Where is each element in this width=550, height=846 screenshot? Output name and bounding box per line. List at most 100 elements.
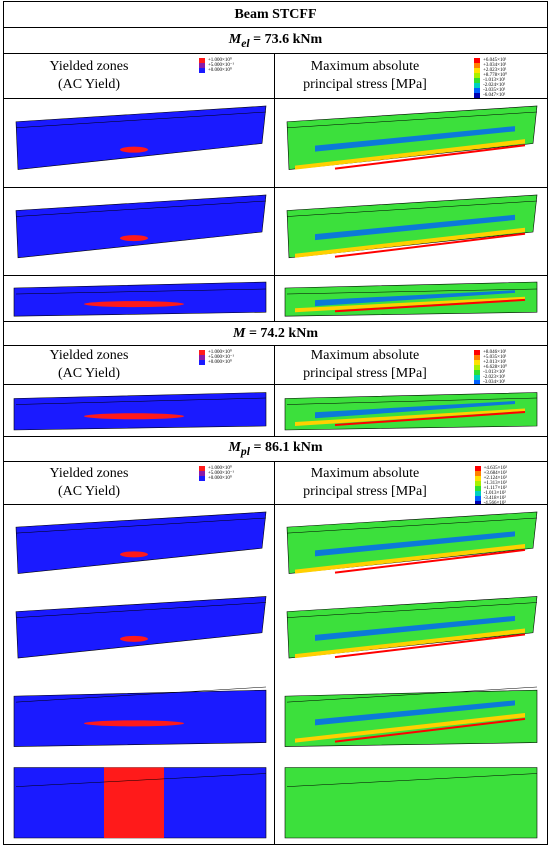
beam <box>286 105 538 170</box>
section-heading-row: Mel = 73.6 kNm <box>3 27 548 54</box>
beam <box>13 281 267 317</box>
legend-label: +1.000×10⁰ <box>207 58 232 63</box>
yield-zone <box>120 635 148 642</box>
legend: +4.635×10² +3.684×10² +2.124×10² +1.313×10²… <box>474 466 507 504</box>
yield-image <box>3 504 275 845</box>
edge <box>286 517 538 533</box>
legend-swatch <box>474 365 481 370</box>
legend-label: +1.117×10² <box>483 486 507 491</box>
legend-swatch <box>474 481 481 486</box>
column-header-row: Yielded zones (AC Yield) +1.000×10⁰ +5.000×… <box>3 53 548 99</box>
beam-body <box>15 595 267 658</box>
subscript-text: el <box>241 36 250 50</box>
moment-subscript: el <box>241 36 249 49</box>
header-line: (AC Yield) <box>57 366 121 381</box>
beam <box>15 194 267 258</box>
stress-band <box>315 125 515 152</box>
beam <box>15 595 267 658</box>
stress-band <box>295 138 525 170</box>
stress-image <box>274 384 548 437</box>
contour-plot <box>13 391 267 430</box>
legend-entry: +5.000×10⁻¹ <box>198 355 234 360</box>
header-text: Maximum absolute principal stress [MPa] <box>276 58 456 94</box>
stress-band <box>295 628 525 658</box>
table-title: Beam STCFF <box>3 1 548 28</box>
beam <box>13 686 267 747</box>
header-line: Yielded zones <box>49 348 129 363</box>
yield-zone <box>84 719 184 726</box>
legend-entry: +3.034×10¹ <box>474 63 507 68</box>
contour-plot <box>284 281 538 317</box>
legend: +1.000×10⁰ +5.000×10⁻¹ +0.000×10⁰ <box>198 466 234 481</box>
edge <box>286 288 538 294</box>
section-heading-row: Mpl = 86.1 kNm <box>3 436 548 462</box>
legend-swatch <box>474 375 481 380</box>
contour-plot <box>13 281 267 317</box>
stress-band <box>334 298 526 312</box>
section-heading: Mpl = 86.1 kNm <box>3 436 548 462</box>
edge <box>15 772 267 787</box>
legend-label: +8.778×10⁰ <box>483 73 507 78</box>
right-header: Maximum absolute principal stress [MPa] +8… <box>274 345 548 385</box>
legend-swatch <box>474 355 481 360</box>
section-heading: M = 74.2 kNm <box>3 321 548 346</box>
legend-swatch <box>474 350 481 355</box>
legend-swatch <box>474 496 481 501</box>
stress-image <box>274 98 548 188</box>
legend-entry: -2.023×10¹ <box>474 375 507 380</box>
stress-image <box>274 187 548 276</box>
legend-swatch <box>198 68 205 73</box>
moment-value: = 73.6 kNm <box>249 31 323 47</box>
stress-band <box>315 615 515 641</box>
yield-zone <box>84 300 184 307</box>
contour-plot <box>284 511 538 838</box>
legend-label: -2.023×10¹ <box>483 375 506 380</box>
legend-label: -3.035×10¹ <box>483 88 506 93</box>
column-header-row: Yielded zones (AC Yield) +1.000×10⁰ +5.000×… <box>3 345 548 385</box>
edge <box>286 200 538 217</box>
stress-band <box>334 143 526 170</box>
legend-swatch <box>474 83 481 88</box>
legend-label: -2.024×10¹ <box>483 83 506 88</box>
header-line: Yielded zones <box>49 466 129 481</box>
stress-band <box>315 530 515 556</box>
beam <box>15 511 267 574</box>
beam <box>13 391 267 430</box>
stress-band <box>334 632 526 658</box>
legend-label: +1.000×10⁰ <box>207 466 232 471</box>
legend-entry: +1.313×10² <box>474 481 507 486</box>
left-header: Yielded zones (AC Yield) +1.000×10⁰ +5.000×… <box>3 461 275 505</box>
legend-swatch <box>198 63 205 68</box>
header-text: Yielded zones (AC Yield) <box>5 465 175 501</box>
stress-image <box>274 504 548 845</box>
edge <box>15 288 267 294</box>
beam-body <box>13 281 267 317</box>
edge <box>15 200 267 217</box>
moment-symbol: M <box>233 325 246 341</box>
contour-plot <box>284 391 538 430</box>
yield-image <box>3 187 275 276</box>
moment-value: = 86.1 kNm <box>249 440 323 456</box>
legend-label: +2.023×10¹ <box>483 68 507 73</box>
legend-swatch <box>198 476 205 481</box>
edge <box>15 111 267 128</box>
stress-band <box>315 289 515 306</box>
legend-swatch <box>474 466 481 471</box>
legend-label: +4.635×10² <box>483 466 507 471</box>
yield-zone <box>120 550 148 557</box>
beam-body <box>15 511 267 574</box>
moment-symbol: M <box>228 31 242 47</box>
image-row <box>3 98 548 188</box>
legend-label: -1.013×10² <box>483 491 506 496</box>
legend-swatch <box>474 63 481 68</box>
contour-plot <box>15 194 267 258</box>
beam <box>286 595 538 658</box>
legend-entry: +4.635×10² <box>474 466 507 471</box>
beam-body <box>15 105 267 170</box>
legend-swatch <box>474 501 481 504</box>
header-line: principal stress [MPa] <box>303 366 427 381</box>
yield-image <box>3 98 275 188</box>
legend-label: +6.045×10¹ <box>483 58 507 63</box>
legend-swatch <box>474 78 481 83</box>
